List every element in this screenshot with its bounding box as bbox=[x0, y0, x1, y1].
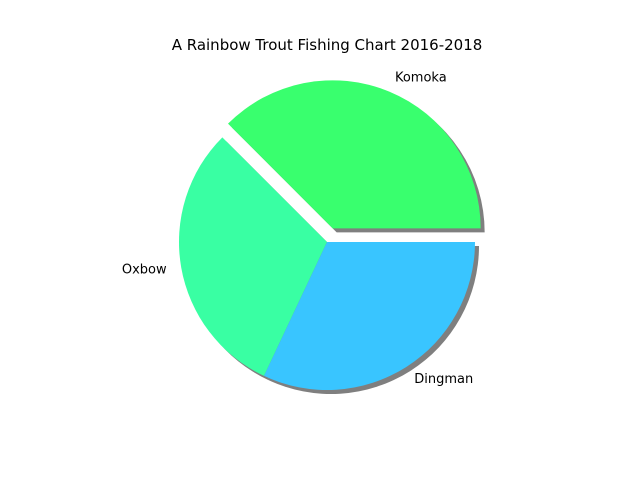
slice-layer bbox=[178, 80, 481, 390]
label-layer: Komoka Oxbow Dingman bbox=[122, 70, 473, 387]
pie-slice-komoka bbox=[228, 80, 481, 229]
pie-slice-dingman bbox=[263, 242, 475, 390]
pie-label-dingman: Dingman bbox=[414, 372, 473, 387]
chart-title: A Rainbow Trout Fishing Chart 2016-2018 bbox=[172, 36, 483, 54]
pie-label-oxbow: Oxbow bbox=[122, 262, 167, 277]
pie-slice-oxbow bbox=[178, 137, 327, 376]
pie-label-komoka: Komoka bbox=[395, 70, 447, 85]
